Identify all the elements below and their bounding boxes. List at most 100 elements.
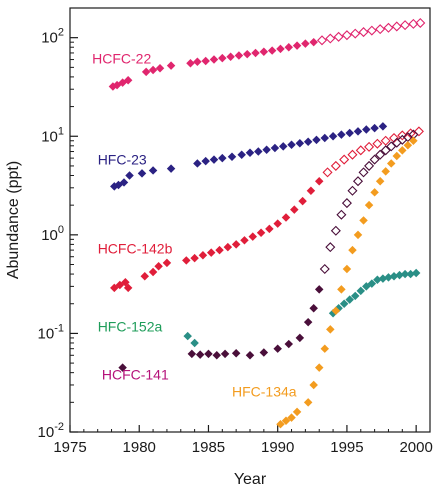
data-point [345,295,354,304]
data-point [209,55,219,64]
data-point [358,27,369,38]
data-point [141,67,151,77]
data-point [215,245,224,255]
data-point [206,248,216,257]
data-point [137,169,147,178]
data-point [237,150,246,159]
series-label: HCFC-22 [92,50,151,66]
data-point [330,225,341,236]
y-tick-exponent: 1 [58,125,64,137]
data-point [267,46,277,55]
data-point [193,159,202,168]
data-point [154,262,163,271]
data-point [118,363,127,372]
x-axis-title: Year [234,471,267,488]
y-tick-base: 10 [38,424,55,441]
x-tick-label: 1980 [123,439,156,456]
series-label: HCFC-141 [102,367,169,383]
data-point [242,49,252,59]
data-point [245,351,255,360]
data-point [193,57,202,66]
data-point [345,128,354,138]
data-point [347,185,358,196]
data-point [325,242,336,253]
data-point [209,155,219,164]
data-point [375,149,386,160]
data-point [306,186,316,195]
data-point [320,344,330,353]
data-point [259,348,269,357]
data-point [326,325,335,334]
data-point [337,130,346,139]
data-point [292,407,302,417]
data-point [245,148,255,158]
data-point [370,188,379,197]
data-point [190,253,199,263]
series-hcfc-22 [108,17,426,91]
data-point [367,279,377,288]
data-point [281,213,291,222]
data-point [231,240,241,249]
data-point [182,256,191,265]
data-point [254,147,263,156]
data-point [388,132,400,144]
data-point [218,53,227,63]
data-point [226,52,235,62]
data-point [262,145,271,154]
data-point [303,137,313,146]
data-point [190,338,199,348]
data-point [350,291,360,301]
data-point [166,61,176,70]
data-point [333,31,344,42]
data-point [201,156,210,166]
y-tick-base: 10 [41,227,58,244]
axis-ticks [69,37,417,433]
data-point [187,349,197,359]
x-tick-label: 1995 [330,439,363,456]
data-point [240,236,249,245]
data-point [370,123,379,133]
data-point [316,35,328,46]
y-tick-base: 10 [41,128,58,145]
series-label: HFC-23 [98,151,147,167]
series-label: HCFC-142b [98,240,173,256]
data-point [411,268,421,278]
data-point [408,129,419,140]
data-point [336,209,347,220]
y-tick-label: 10-1 [38,322,64,342]
data-point [287,140,296,149]
data-point [309,380,318,390]
data-point [292,41,302,50]
data-point [369,154,380,165]
data-point [353,127,363,136]
data-point [400,20,411,31]
data-point [352,176,364,187]
series-label: HFC-134a [232,383,297,399]
data-point [395,270,404,280]
data-point [303,398,313,407]
data-point [259,47,269,56]
data-point [381,167,390,176]
y-tick-exponent: 0 [58,224,64,236]
data-point [378,274,388,283]
data-point [341,30,352,41]
series-hfc-23 [110,122,388,191]
data-point [339,299,349,308]
data-point [312,135,321,145]
data-point [309,304,318,313]
data-point [231,348,241,358]
data-point [270,143,280,153]
data-point [413,126,424,137]
data-point [186,59,195,68]
data-point [337,285,346,294]
data-point [384,273,393,282]
data-point [148,65,158,75]
x-tick-label: 1985 [192,439,225,456]
data-point [273,344,282,353]
data-point [408,18,419,29]
data-point [398,146,407,155]
data-point [325,33,336,44]
series-hcfc-141 [118,129,419,372]
data-point [403,141,413,150]
data-point [162,258,172,268]
